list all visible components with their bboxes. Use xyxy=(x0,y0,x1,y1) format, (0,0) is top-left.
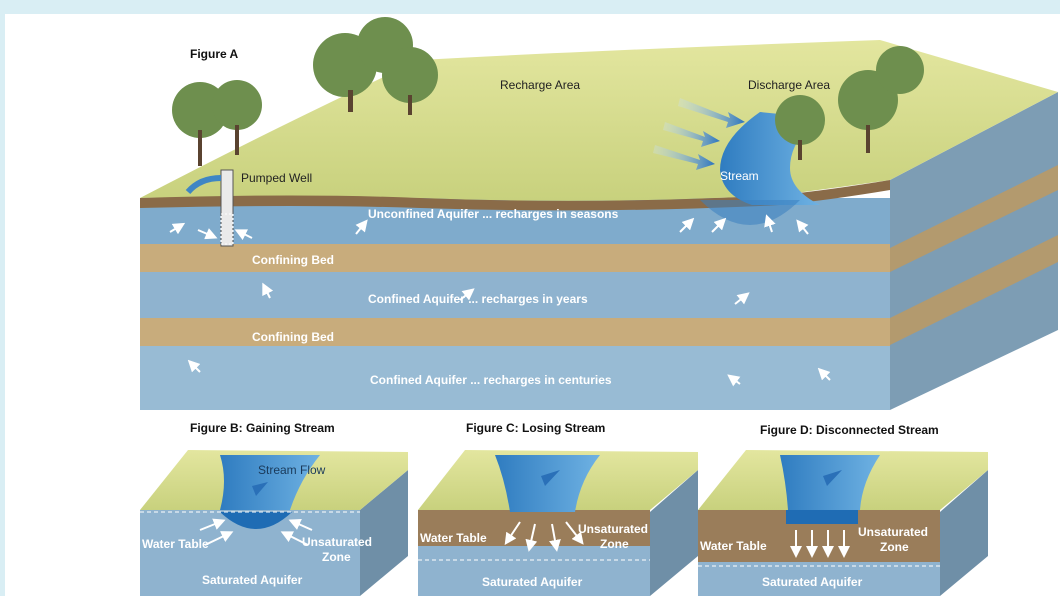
side-confining-band-2 xyxy=(890,235,1058,345)
figure-c-outflow-arrows xyxy=(504,521,584,552)
figure-d: Figure D: Disconnected Stream Water Tabl… xyxy=(698,423,988,596)
confining-bed-1 xyxy=(140,244,890,272)
figure-d-side xyxy=(940,470,988,596)
tree-icon xyxy=(382,47,438,103)
figure-c: Figure C: Losing Stream Water Table Unsa… xyxy=(418,421,698,596)
flow-arrow-icon xyxy=(288,518,313,531)
block-side-face xyxy=(890,92,1058,410)
figure-b-unsaturated-label: Unsaturated xyxy=(302,535,372,549)
figure-d-seepage-arrows xyxy=(790,530,850,558)
recharge-arrows xyxy=(653,98,745,170)
figure-b-saturated-label: Saturated Aquifer xyxy=(202,573,303,587)
figure-d-saturated-label: Saturated Aquifer xyxy=(762,575,863,589)
flow-arrow-icon xyxy=(817,367,831,381)
figure-b-inflow-arrows xyxy=(199,518,313,546)
tree-icon xyxy=(212,80,262,130)
flow-arrow-icon xyxy=(525,523,538,552)
flow-arrow-icon xyxy=(549,523,561,552)
figure-b-channel xyxy=(220,455,320,510)
flow-arrow-icon xyxy=(199,518,226,531)
flow-arrow-icon xyxy=(234,229,253,241)
figure-c-flow-arrow-icon xyxy=(541,470,560,486)
flow-arrow-icon xyxy=(262,282,274,299)
discharge-area-label: Discharge Area xyxy=(748,78,830,92)
pumped-well-casing xyxy=(220,169,234,247)
confined-aquifer-label-2: Confined Aquifer ... recharges in centur… xyxy=(370,373,612,387)
recharge-area-label: Recharge Area xyxy=(500,78,580,92)
figure-c-unsaturated-label: Unsaturated xyxy=(578,522,648,536)
pumped-well-label: Pumped Well xyxy=(241,171,312,185)
figure-d-title: Figure D: Disconnected Stream xyxy=(760,423,939,437)
stream-label: Stream xyxy=(720,169,759,183)
flow-arrow-icon xyxy=(679,217,695,233)
figure-c-aquifer xyxy=(418,546,650,596)
flow-arrow-icon xyxy=(711,217,727,233)
groundwater-flow-arrows xyxy=(169,214,831,387)
pumped-well-screen xyxy=(220,213,234,245)
figure-c-channel xyxy=(495,455,600,512)
flow-arrow-icon xyxy=(565,521,584,545)
flow-arrow-icon xyxy=(169,222,186,235)
tree-trunks xyxy=(198,90,870,166)
soil-edge xyxy=(140,180,890,211)
flow-arrow-icon xyxy=(504,521,521,545)
confined-aquifer-label-1: Confined Aquifer ... recharges in years xyxy=(368,292,588,306)
figure-d-stream-pool xyxy=(786,510,858,524)
figure-b-side xyxy=(360,470,408,596)
arrow-icon xyxy=(653,145,715,170)
figure-c-side xyxy=(650,470,698,596)
stream-flow-label: Stream Flow xyxy=(258,463,326,477)
figure-a: Figure A Recharge Area Discharge Area Pu… xyxy=(140,17,1058,410)
figure-b-zone-label: Zone xyxy=(322,550,351,564)
well-discharge-icon xyxy=(185,175,222,195)
figure-b-title: Figure B: Gaining Stream xyxy=(190,421,335,435)
flow-arrow-icon xyxy=(355,219,368,235)
unconfined-aquifer-label: Unconfined Aquifer ... recharges in seas… xyxy=(368,207,619,221)
figure-b: Figure B: Gaining Stream Stream Flow Wat… xyxy=(140,421,408,596)
flow-arrow-icon xyxy=(459,288,475,301)
figure-b-water-table-label: Water Table xyxy=(142,537,209,551)
side-confining-band xyxy=(890,165,1058,272)
confined-aquifer-2 xyxy=(140,346,890,410)
figure-d-flow-arrow-icon xyxy=(823,470,842,486)
flow-arrow-icon xyxy=(796,219,809,235)
figure-a-title: Figure A xyxy=(190,47,239,61)
figure-c-water-table-label: Water Table xyxy=(420,531,487,545)
arrow-icon xyxy=(678,98,745,128)
figure-c-zone-label: Zone xyxy=(600,537,629,551)
flow-arrow-icon xyxy=(187,359,201,373)
flow-arrow-icon xyxy=(197,228,218,240)
flow-arrow-icon xyxy=(204,531,234,546)
flow-arrow-icon xyxy=(764,214,776,233)
flow-arrow-icon xyxy=(280,531,309,546)
figure-c-saturated-label: Saturated Aquifer xyxy=(482,575,583,589)
figure-c-title: Figure C: Losing Stream xyxy=(466,421,605,435)
figure-d-aquifer xyxy=(698,562,940,596)
arrow-icon xyxy=(663,122,720,147)
flow-arrow-icon xyxy=(727,374,741,387)
flow-arrow-icon xyxy=(734,292,750,305)
tree-icon xyxy=(775,95,825,145)
stream-flow-arrow-icon xyxy=(252,482,268,496)
land-surface xyxy=(140,40,1058,201)
tree-icon xyxy=(876,46,924,94)
confining-bed-2 xyxy=(140,318,890,346)
figure-d-water-table-label: Water Table xyxy=(700,539,767,553)
trees xyxy=(172,17,924,145)
confining-bed-label-2: Confining Bed xyxy=(252,330,334,344)
figure-d-unsaturated-label: Unsaturated xyxy=(858,525,928,539)
figure-b-stream-cone xyxy=(220,512,292,529)
figure-d-zone-label: Zone xyxy=(880,540,909,554)
confining-bed-label-1: Confining Bed xyxy=(252,253,334,267)
